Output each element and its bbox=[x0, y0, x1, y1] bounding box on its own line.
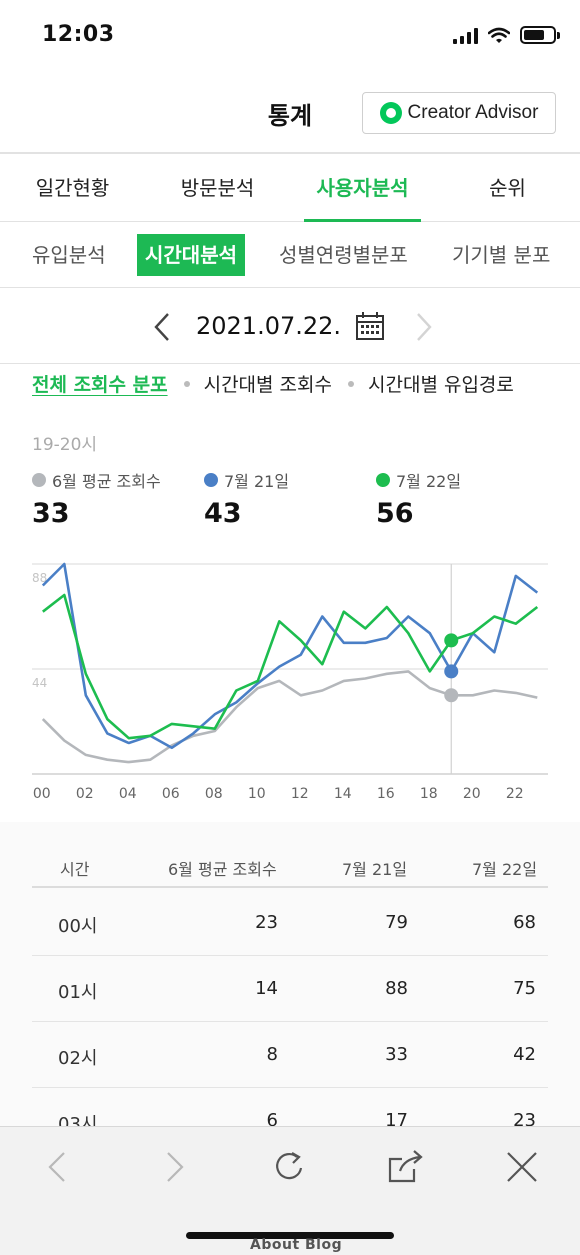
x-tick-label: 06 bbox=[162, 786, 180, 802]
series-line[interactable] bbox=[42, 593, 539, 740]
subtab-inflow[interactable]: 유입분석 bbox=[32, 243, 106, 267]
legend-value: 56 bbox=[376, 498, 414, 529]
tab-daily[interactable]: 일간현황 bbox=[35, 176, 110, 200]
hourly-views-chart[interactable]: 88 44 00 02 04 06 08 10 12 14 16 18 20 22 bbox=[0, 548, 580, 808]
selected-time-range: 19-20시 bbox=[32, 435, 98, 455]
table-row: 00시 23 79 68 bbox=[32, 890, 548, 956]
legend-july-22: 7월 22일 56 bbox=[376, 468, 461, 529]
creator-advisor-button[interactable]: Creator Advisor bbox=[362, 92, 556, 134]
series-line[interactable] bbox=[41, 562, 539, 750]
legend-label: 7월 22일 bbox=[396, 472, 462, 491]
legend-july-21: 7월 21일 43 bbox=[204, 468, 289, 529]
x-tick-label: 16 bbox=[377, 786, 395, 802]
legend-value: 33 bbox=[32, 498, 70, 529]
calendar-icon[interactable] bbox=[354, 310, 386, 342]
series-line[interactable] bbox=[41, 670, 538, 764]
wifi-icon bbox=[488, 27, 510, 43]
col-june-avg: 6월 평균 조회수 bbox=[168, 860, 277, 879]
legend-june-avg: 6월 평균 조회수 33 bbox=[32, 468, 161, 529]
cell-july-22: 23 bbox=[513, 1110, 536, 1131]
cell-june-avg: 6 bbox=[266, 1110, 278, 1131]
x-tick-label: 22 bbox=[506, 786, 524, 802]
x-tick-label: 04 bbox=[119, 786, 137, 802]
subtab-time[interactable]: 시간대분석 bbox=[137, 234, 245, 276]
chevron-left-icon[interactable] bbox=[148, 312, 178, 342]
cell-june-avg: 14 bbox=[255, 978, 278, 999]
watermark-logo: About Blog bbox=[250, 1237, 343, 1253]
creator-advisor-label: Creator Advisor bbox=[407, 102, 539, 123]
x-tick-label: 12 bbox=[291, 786, 309, 802]
y-tick-label: 88 bbox=[32, 571, 47, 585]
chart-tabs: 전체 조회수 분포 시간대별 조회수 시간대별 유입경로 bbox=[32, 370, 580, 400]
forward-icon[interactable] bbox=[154, 1147, 194, 1187]
subtab-device[interactable]: 기기별 분포 bbox=[452, 243, 551, 267]
cell-july-21: 79 bbox=[385, 912, 408, 933]
sub-tabs: 유입분석 시간대분석 성별연령별분포 기기별 분포 bbox=[0, 222, 580, 288]
x-tick-label: 18 bbox=[420, 786, 438, 802]
legend-value: 43 bbox=[204, 498, 242, 529]
title-bar: 통계 Creator Advisor bbox=[0, 70, 580, 154]
share-icon[interactable] bbox=[386, 1147, 426, 1187]
status-icons bbox=[453, 26, 560, 44]
table-row: 02시 8 33 42 bbox=[32, 1022, 548, 1088]
date-label: 2021.07.22. bbox=[196, 312, 342, 340]
legend-dot-icon bbox=[376, 473, 390, 487]
battery-icon bbox=[520, 26, 560, 44]
x-tick-label: 10 bbox=[248, 786, 266, 802]
col-time: 시간 bbox=[60, 860, 90, 879]
legend-label: 7월 21일 bbox=[224, 472, 290, 491]
selected-point[interactable] bbox=[444, 633, 459, 648]
x-tick-label: 08 bbox=[205, 786, 223, 802]
cell-time: 02시 bbox=[58, 1048, 98, 1069]
tab-ranking[interactable]: 순위 bbox=[489, 176, 526, 200]
page-title: 통계 bbox=[267, 102, 313, 130]
cell-time: 00시 bbox=[58, 916, 98, 937]
cell-time: 01시 bbox=[58, 982, 98, 1003]
date-bar: 2021.07.22. bbox=[0, 290, 580, 364]
creator-advisor-logo-icon bbox=[379, 102, 402, 124]
x-tick-label: 00 bbox=[33, 786, 51, 802]
subtab-gender-age[interactable]: 성별연령별분포 bbox=[279, 243, 408, 267]
y-tick-label: 44 bbox=[32, 676, 47, 690]
cell-june-avg: 8 bbox=[266, 1044, 278, 1065]
cell-july-21: 88 bbox=[385, 978, 408, 999]
signal-icon bbox=[453, 28, 478, 44]
legend-dot-icon bbox=[32, 473, 46, 487]
back-icon[interactable] bbox=[38, 1147, 78, 1187]
chart-tab-hourly-inflow[interactable]: 시간대별 유입경로 bbox=[368, 374, 514, 396]
x-tick-label: 20 bbox=[463, 786, 481, 802]
close-icon[interactable] bbox=[502, 1147, 542, 1187]
chart-tab-total[interactable]: 전체 조회수 분포 bbox=[32, 374, 168, 396]
separator-dot bbox=[348, 380, 354, 387]
reload-icon[interactable] bbox=[270, 1147, 310, 1187]
status-time: 12:03 bbox=[42, 22, 115, 47]
status-bar: 12:03 bbox=[0, 0, 580, 70]
table-row: 01시 14 88 75 bbox=[32, 956, 548, 1022]
cell-july-22: 68 bbox=[513, 912, 536, 933]
table-header: 시간 6월 평균 조회수 7월 21일 7월 22일 bbox=[32, 848, 548, 888]
x-tick-label: 02 bbox=[76, 786, 94, 802]
chevron-right-icon[interactable] bbox=[408, 312, 438, 342]
selected-point[interactable] bbox=[444, 688, 459, 703]
cell-july-22: 42 bbox=[513, 1044, 536, 1065]
legend-dot-icon bbox=[204, 473, 218, 487]
main-tabs: 일간현황 방문분석 사용자분석 순위 bbox=[0, 156, 580, 222]
chart-svg[interactable]: 88 44 00 02 04 06 08 10 12 14 16 18 20 22 bbox=[0, 548, 580, 808]
legend-label: 6월 평균 조회수 bbox=[52, 472, 161, 491]
separator-dot bbox=[183, 380, 190, 387]
home-indicator[interactable] bbox=[186, 1232, 394, 1239]
chart-tab-hourly-views[interactable]: 시간대별 조회수 bbox=[203, 374, 332, 396]
tab-user-analysis[interactable]: 사용자분석 bbox=[290, 156, 435, 222]
hourly-table: 시간 6월 평균 조회수 7월 21일 7월 22일 00시 23 79 68 … bbox=[0, 822, 580, 1154]
selected-point[interactable] bbox=[444, 664, 459, 679]
cell-july-22: 75 bbox=[513, 978, 536, 999]
col-july-21: 7월 21일 bbox=[342, 860, 408, 879]
x-tick-label: 14 bbox=[334, 786, 352, 802]
tab-visit-analysis[interactable]: 방문분석 bbox=[180, 176, 255, 200]
cell-july-21: 17 bbox=[385, 1110, 408, 1131]
cell-june-avg: 23 bbox=[255, 912, 278, 933]
cell-july-21: 33 bbox=[385, 1044, 408, 1065]
col-july-22: 7월 22일 bbox=[472, 860, 538, 879]
